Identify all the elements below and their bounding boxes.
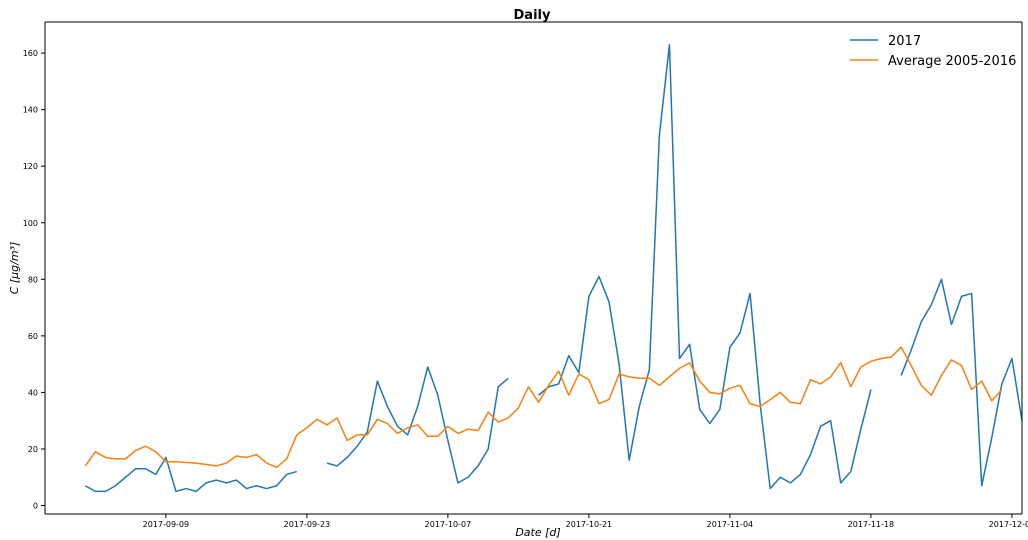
y-axis-ticks: 0 20 40 60 80 100 120 140 160: [23, 49, 45, 511]
y-tick-label: 60: [28, 332, 38, 341]
x-tick-label: 2017-09-23: [284, 520, 331, 529]
y-tick-label: 40: [28, 388, 38, 397]
x-axis-ticks: 2017-09-09 2017-09-23 2017-10-07 2017-10-21…: [143, 514, 1028, 529]
y-tick-label: 100: [23, 219, 38, 228]
x-tick-label: 2017-11-18: [848, 520, 895, 529]
x-tick-label: 2017-10-21: [566, 520, 613, 529]
x-tick-label: 2017-11-04: [707, 520, 754, 529]
y-tick-label: 120: [23, 162, 38, 171]
legend: 2017 Average 2005-2016: [850, 34, 1016, 69]
x-tick-label: 2017-12-02: [989, 520, 1028, 529]
x-axis-label: Date [d]: [515, 526, 560, 539]
series-line-0: [84, 43, 1023, 493]
x-tick-label: 2017-09-09: [143, 520, 190, 529]
y-tick-label: 80: [28, 275, 38, 284]
y-axis-label: C [μg/m³]: [8, 242, 21, 295]
y-tick-label: 20: [28, 445, 38, 454]
x-tick-label: 2017-10-07: [425, 520, 472, 529]
legend-label-average: Average 2005-2016: [888, 54, 1016, 69]
y-tick-label: 0: [33, 502, 38, 511]
series-line-1: [84, 346, 1003, 469]
chart-title: Daily: [514, 8, 551, 23]
plot-area: [84, 43, 1023, 493]
y-tick-label: 160: [23, 49, 38, 58]
y-tick-label: 140: [23, 106, 38, 115]
legend-label-2017: 2017: [888, 34, 921, 49]
